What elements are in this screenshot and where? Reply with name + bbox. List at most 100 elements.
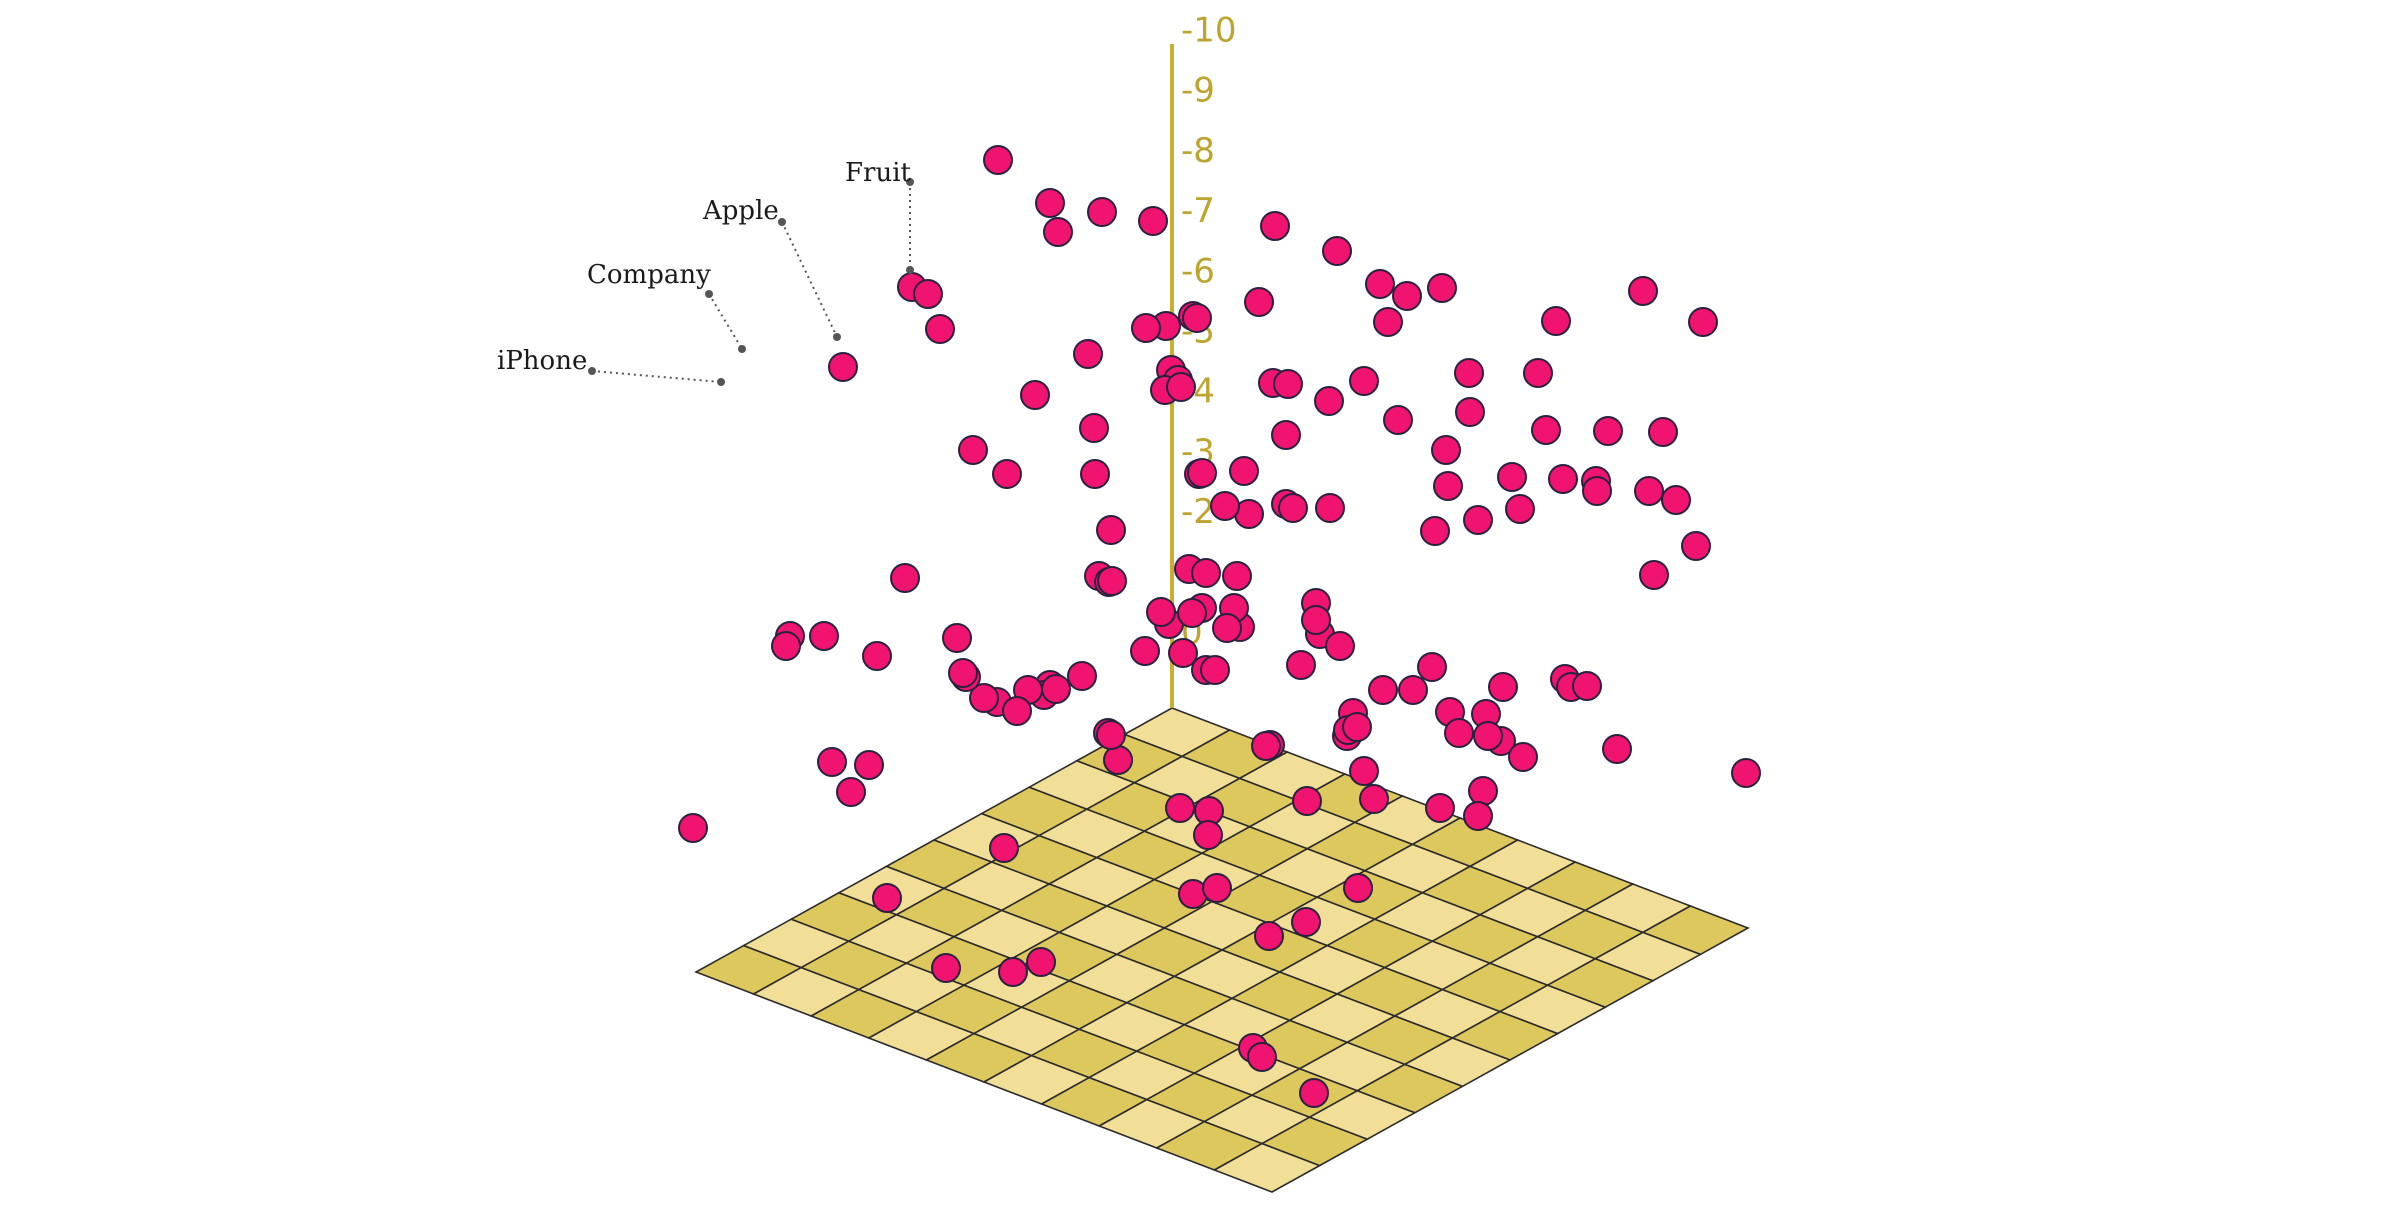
data-point (948, 658, 978, 688)
data-point (1373, 307, 1403, 337)
data-point (1473, 721, 1503, 751)
data-point (1444, 718, 1474, 748)
data-point (1247, 1042, 1277, 1072)
data-point (1468, 776, 1498, 806)
leader-dot (778, 218, 786, 226)
data-point (1067, 661, 1097, 691)
data-point (1398, 675, 1428, 705)
data-point (1639, 560, 1669, 590)
data-point (809, 621, 839, 651)
data-point (1541, 306, 1571, 336)
point-label: Apple (702, 196, 779, 226)
data-point (678, 813, 708, 843)
point-label: Fruit (845, 158, 912, 188)
point-label: iPhone (497, 346, 587, 376)
data-point (958, 435, 988, 465)
data-point (1322, 236, 1352, 266)
data-point (913, 279, 943, 309)
data-point (1202, 873, 1232, 903)
z-tick-label: -9 (1181, 71, 1215, 111)
data-point (1301, 605, 1331, 635)
data-point (998, 957, 1028, 987)
data-point (1130, 636, 1160, 666)
data-point (1187, 458, 1217, 488)
data-point (1463, 801, 1493, 831)
data-point (1166, 372, 1196, 402)
data-point (969, 683, 999, 713)
data-point (1425, 793, 1455, 823)
z-tick-label: -8 (1181, 131, 1215, 171)
data-point (1286, 650, 1316, 680)
data-point (1368, 675, 1398, 705)
data-point (1505, 494, 1535, 524)
data-point (1193, 820, 1223, 850)
data-point (1131, 313, 1161, 343)
leader-dot (588, 367, 596, 375)
data-point (1648, 417, 1678, 447)
point-label: Company (587, 260, 711, 290)
data-point (1182, 303, 1212, 333)
data-point (1096, 720, 1126, 750)
point-annotations: Fruit Apple Company iPhone (497, 158, 914, 386)
leader-line (591, 370, 722, 383)
data-point (1508, 742, 1538, 772)
data-point (989, 833, 1019, 863)
data-point (1463, 505, 1493, 535)
leader-dot (717, 378, 725, 386)
data-point (1079, 413, 1109, 443)
data-point (931, 953, 961, 983)
data-point (1365, 269, 1395, 299)
data-point (1271, 420, 1301, 450)
data-point (1177, 598, 1207, 628)
data-point (1291, 907, 1321, 937)
data-point (1210, 491, 1240, 521)
data-point (1343, 873, 1373, 903)
data-point (1244, 287, 1274, 317)
data-point (1200, 655, 1230, 685)
data-point (1168, 638, 1198, 668)
data-point (1359, 784, 1389, 814)
data-point (1572, 671, 1602, 701)
data-point (1138, 206, 1168, 236)
data-point (1035, 188, 1065, 218)
data-point (1212, 613, 1242, 643)
leader-dot (906, 178, 914, 186)
data-point (817, 747, 847, 777)
data-point (942, 623, 972, 653)
data-point (1273, 369, 1303, 399)
data-point (1593, 416, 1623, 446)
data-point (1315, 493, 1345, 523)
leader-dot (833, 333, 841, 341)
floor-grid (694, 707, 1750, 1193)
data-point (1026, 947, 1056, 977)
leader-line (708, 293, 743, 350)
data-point (1383, 405, 1413, 435)
data-point (854, 750, 884, 780)
data-point (1080, 459, 1110, 489)
data-point (1165, 793, 1195, 823)
data-point (872, 883, 902, 913)
data-point (1523, 358, 1553, 388)
data-point (1582, 476, 1612, 506)
data-point (862, 641, 892, 671)
data-point (1096, 515, 1126, 545)
data-point (1628, 276, 1658, 306)
data-point (1497, 462, 1527, 492)
data-point (1097, 566, 1127, 596)
data-point (1292, 786, 1322, 816)
data-point (1688, 307, 1718, 337)
data-point (828, 352, 858, 382)
data-point (1433, 471, 1463, 501)
data-point (1454, 358, 1484, 388)
data-point (1146, 597, 1176, 627)
data-point (1455, 397, 1485, 427)
leader-line (781, 221, 838, 338)
data-point (1342, 712, 1372, 742)
data-point (771, 631, 801, 661)
data-point (1299, 1078, 1329, 1108)
data-point (1073, 339, 1103, 369)
floor-cell (1212, 1142, 1322, 1193)
data-point (992, 459, 1022, 489)
data-point (1349, 756, 1379, 786)
